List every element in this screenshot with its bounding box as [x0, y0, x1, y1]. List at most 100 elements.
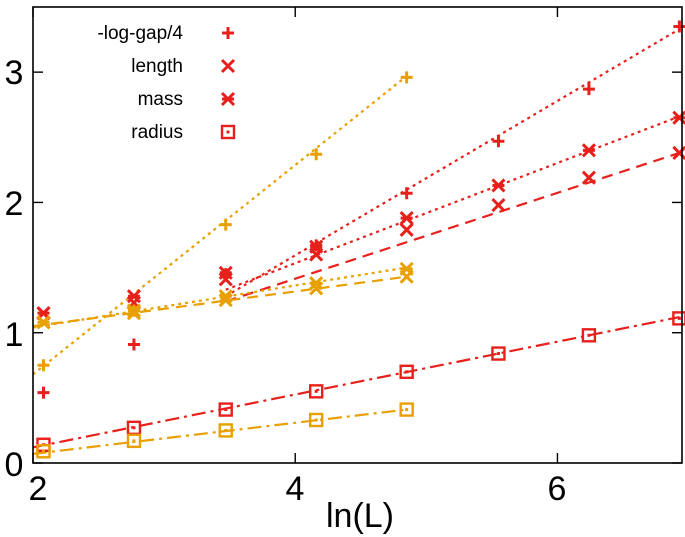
y-tick-label-1: 1	[5, 316, 24, 354]
point-radius-s7-2-dot	[224, 428, 228, 432]
point-mass-s2-1	[126, 289, 142, 304]
legend: -log-gap/4 length mass radius	[97, 23, 236, 143]
point-log-gap-4-s0-5-shape	[492, 135, 505, 148]
point-radius-s3-4-dot	[405, 370, 409, 374]
legend-label-length: length	[131, 56, 183, 77]
point-mass-s2-7	[672, 110, 685, 125]
point-log-gap-4-s4-4	[400, 71, 413, 84]
legend-marker-radius	[220, 124, 236, 140]
point-log-gap-4-s0-4-shape	[400, 187, 413, 200]
point-radius-s7-1-shape	[126, 433, 142, 449]
point-log-gap-4-s0-7-shape	[673, 20, 685, 33]
point-radius-s3-2	[218, 402, 233, 417]
x-axis-title: ln(L)	[326, 497, 394, 535]
point-radius-s7-4-dot	[405, 408, 409, 412]
legend-marker-mass	[220, 91, 236, 107]
point-radius-s3-7	[672, 311, 685, 326]
point-length-s1-4-shape	[399, 222, 414, 237]
point-log-gap-4-s0-6-shape	[582, 83, 595, 96]
point-radius-s7-4	[399, 402, 414, 417]
y-tick-label-0: 0	[5, 446, 24, 484]
point-length-s1-5-shape	[491, 197, 506, 213]
point-mass-s2-4	[399, 211, 414, 226]
point-radius-s3-2-shape	[218, 402, 233, 417]
point-mass-s6-2-shape	[218, 289, 233, 304]
point-radius-s3-7-shape	[672, 311, 685, 326]
point-radius-s3-3	[309, 384, 324, 399]
point-log-gap-4-s4-3	[310, 148, 323, 161]
point-length-s1-6	[581, 170, 596, 185]
point-log-gap-4-s0-1-shape	[127, 338, 140, 351]
point-radius-s7-2	[218, 423, 233, 438]
point-radius-s3-3-shape	[309, 384, 324, 399]
point-mass-s6-1	[126, 303, 142, 318]
point-mass-s6-3	[309, 276, 324, 291]
point-mass-s2-1-shape	[126, 289, 142, 304]
point-mass-s6-3-shape	[309, 276, 324, 291]
point-mass-s6-0-shape	[36, 315, 51, 330]
point-log-gap-4-s4-2-shape	[219, 218, 232, 231]
point-radius-s7-0	[36, 444, 51, 459]
point-radius-s3-5	[491, 346, 506, 361]
fit-line-red-mass-fit	[225, 115, 680, 291]
point-log-gap-4-s4-3-shape	[310, 148, 323, 161]
point-mass-s2-7-shape	[672, 110, 685, 125]
point-length-s1-7-shape	[672, 145, 685, 160]
point-log-gap-4-s4-0-shape	[37, 359, 50, 372]
point-radius-s7-1	[126, 433, 142, 449]
point-log-gap-4-s4-0	[37, 359, 50, 372]
point-radius-s3-4	[399, 364, 414, 379]
point-mass-s2-2	[218, 265, 233, 280]
point-mass-s2-5-shape	[491, 178, 506, 193]
legend-label-log-gap: -log-gap/4	[97, 23, 183, 44]
point-mass-s6-4-shape	[399, 261, 414, 276]
point-log-gap-4-s4-4-shape	[400, 71, 413, 84]
point-radius-s3-6	[581, 328, 597, 343]
point-mass-s2-4-shape	[399, 211, 414, 226]
legend-marker-radius-dot	[226, 130, 230, 134]
fit-line-red-length-fit	[225, 151, 680, 303]
fit-line-orange-radius-fit	[32, 408, 407, 455]
y-tick-label-3: 3	[5, 54, 24, 92]
x-tick-label-2: 2	[29, 470, 48, 508]
point-mass-s2-2-shape	[218, 265, 233, 280]
point-log-gap-4-s4-2	[219, 218, 232, 231]
point-mass-s2-6-shape	[581, 143, 596, 158]
point-radius-s3-6-shape	[581, 328, 597, 343]
legend-label-radius: radius	[131, 122, 183, 143]
point-radius-s7-3-dot	[314, 418, 318, 422]
point-mass-s6-0	[36, 315, 51, 330]
y-tick-label-2: 2	[5, 185, 24, 223]
point-radius-s7-0-dot	[41, 449, 45, 453]
point-length-s1-7	[672, 145, 685, 160]
point-radius-s3-7-dot	[677, 316, 681, 320]
legend-marker-log-gap-4	[222, 27, 234, 39]
point-log-gap-4-s0-4	[400, 187, 413, 200]
plot-frame	[32, 6, 683, 464]
point-mass-s2-6	[581, 143, 596, 158]
legend-label-mass: mass	[138, 89, 183, 110]
legend-marker-mass-shape	[220, 91, 236, 107]
point-log-gap-4-s0-5	[492, 135, 505, 148]
point-mass-s6-4	[399, 261, 414, 276]
point-mass-s2-3	[309, 239, 324, 254]
point-radius-s3-6-dot	[587, 333, 591, 337]
point-radius-s3-1	[126, 420, 142, 436]
point-length-s1-5	[491, 197, 506, 213]
point-radius-s7-1-dot	[132, 439, 136, 443]
point-mass-s2-5	[491, 178, 506, 193]
legend-marker-log-gap-4-shape	[222, 27, 234, 39]
point-length-s1-4	[399, 222, 414, 237]
point-radius-s3-4-shape	[399, 364, 414, 379]
point-mass-s2-3-shape	[309, 239, 324, 254]
point-log-gap-4-s0-7	[673, 20, 685, 33]
point-radius-s3-5-shape	[491, 346, 506, 361]
point-radius-s3-3-dot	[314, 389, 318, 393]
point-radius-s3-5-dot	[496, 352, 500, 356]
axis-ticks	[32, 7, 682, 464]
x-tick-label-4: 4	[286, 470, 305, 508]
point-radius-s7-3-shape	[309, 412, 324, 428]
point-radius-s3-2-dot	[224, 408, 228, 412]
point-log-gap-4-s0-1	[127, 338, 140, 351]
